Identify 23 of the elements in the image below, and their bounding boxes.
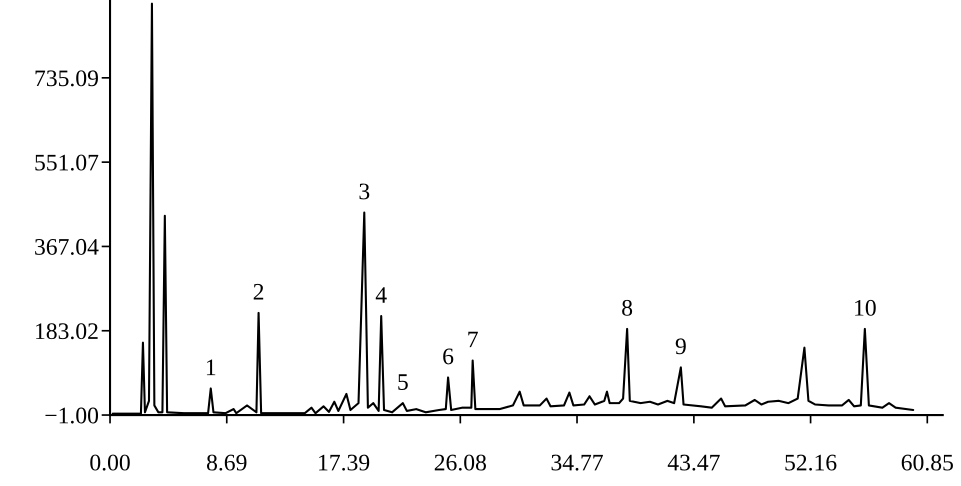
x-tick-label: 26.08 — [434, 454, 486, 471]
annotation: 9 — [676, 338, 686, 354]
y-tick-label: 183.02 — [36, 323, 98, 340]
annotation: 4 — [376, 287, 387, 303]
annotation: 3 — [360, 184, 370, 200]
annotation: 8 — [622, 300, 632, 316]
x-tick-label: 52.16 — [785, 454, 836, 471]
x-tick-label: 17.39 — [319, 454, 370, 471]
y-tick-label: 551.07 — [35, 154, 98, 171]
x-tick-label: 43.47 — [668, 454, 720, 471]
x-tick-label: 60.85 — [902, 454, 953, 471]
annotation: 5 — [398, 374, 408, 390]
y-tick-label: 735.09 — [36, 70, 98, 86]
y-tick-label: −1.00 — [45, 408, 98, 424]
annotation: 7 — [468, 332, 478, 348]
y-tick-label: 367.04 — [35, 238, 99, 255]
annotation: 6 — [443, 348, 454, 364]
x-tick-label: 0.00 — [90, 454, 130, 471]
annotation: 10 — [855, 300, 876, 316]
annotation: 1 — [206, 360, 216, 376]
x-tick-label: 34.77 — [552, 454, 603, 471]
annotation: 2 — [254, 284, 264, 300]
x-tick-label: 8.69 — [206, 454, 246, 471]
